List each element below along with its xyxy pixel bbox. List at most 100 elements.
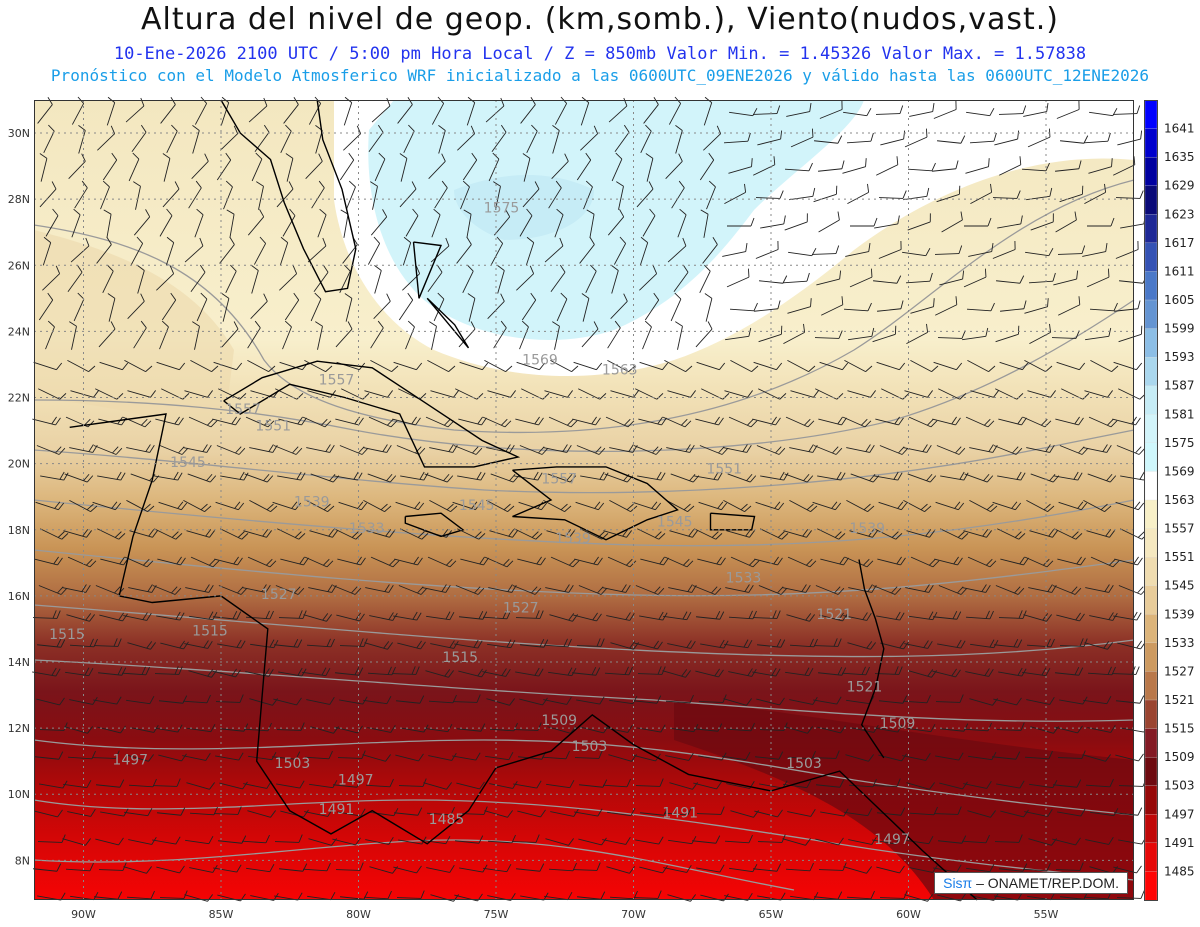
wind-barb	[1083, 132, 1111, 144]
wind-barb	[614, 124, 630, 152]
coastline	[412, 241, 443, 299]
wind-barb	[817, 471, 846, 481]
contour-label: 1503	[786, 756, 822, 772]
wind-barb	[393, 611, 422, 621]
legend-level-label: 1491	[1164, 836, 1195, 850]
wind-barb	[370, 320, 384, 349]
wind-barb	[878, 190, 907, 199]
wind-barb	[875, 105, 904, 115]
wind-barb	[813, 445, 843, 455]
wind-barb	[940, 471, 969, 481]
wind-barb	[247, 359, 276, 373]
wind-barb	[935, 296, 958, 316]
legend-level-label: 1617	[1164, 236, 1195, 250]
wind-barb	[1116, 445, 1146, 455]
wind-barb	[1025, 247, 1054, 257]
wind-barb	[70, 237, 90, 263]
contour-label: 1569	[522, 352, 558, 368]
wind-barb	[969, 499, 998, 513]
wind-barb	[634, 640, 663, 650]
wind-barb	[704, 293, 713, 322]
wind-barb	[190, 556, 220, 568]
wind-barb	[703, 96, 713, 126]
wind-barb	[1112, 105, 1141, 115]
wind-barb	[755, 751, 784, 760]
wind-barb	[550, 556, 580, 568]
wind-barb	[785, 862, 814, 872]
wind-barb	[722, 242, 748, 257]
wind-barb	[427, 556, 457, 568]
wind-barb	[74, 180, 88, 209]
wind-barb	[756, 697, 785, 706]
wind-barb	[1057, 808, 1086, 817]
wind-barb	[696, 864, 725, 873]
wind-barb	[460, 556, 489, 566]
legend-swatch	[1144, 100, 1158, 130]
wind-barb	[665, 694, 694, 704]
wind-barb	[697, 556, 726, 566]
legend-level-label: 1539	[1164, 607, 1195, 621]
wind-barb	[998, 105, 1027, 115]
wind-barb	[98, 321, 116, 348]
contour-label: 1545	[459, 498, 495, 514]
contour-label: 1563	[602, 362, 638, 378]
legend-level-label: 1575	[1164, 436, 1195, 450]
contour-label: 1557	[541, 471, 577, 487]
wind-barb	[1113, 156, 1136, 176]
wind-barb	[159, 320, 169, 350]
wind-barb	[970, 390, 999, 398]
wind-barb	[184, 894, 213, 902]
wind-barb	[996, 780, 1025, 789]
legend-frame	[1144, 100, 1158, 901]
wind-barb	[335, 321, 353, 348]
wind-barb	[1000, 809, 1029, 818]
wind-barb	[695, 668, 724, 678]
wind-barb	[394, 807, 423, 816]
wind-barb	[818, 862, 847, 871]
wind-barb	[936, 185, 961, 203]
wind-barb	[966, 863, 995, 873]
wind-barb	[1029, 529, 1058, 538]
wind-barb	[695, 321, 713, 348]
wind-barb	[279, 265, 298, 291]
wind-barb	[760, 471, 789, 481]
wind-barb	[188, 416, 218, 428]
wind-barb	[902, 753, 931, 761]
wind-barb	[554, 208, 564, 238]
wind-barb	[486, 499, 515, 513]
wind-barb	[726, 268, 750, 288]
wind-barb	[1059, 638, 1088, 647]
wind-barb	[811, 750, 840, 759]
wind-barb	[42, 236, 52, 266]
wind-barb	[219, 237, 235, 264]
wind-barb	[302, 667, 331, 677]
wind-barb	[368, 416, 398, 428]
credit-box: Sisπ – ONAMET/REP.DOM.	[934, 872, 1128, 894]
wind-barb	[456, 781, 485, 790]
wind-barb	[1000, 300, 1027, 312]
wind-barb	[45, 320, 55, 350]
wind-barb	[1057, 245, 1086, 255]
wind-barb	[640, 556, 669, 566]
wind-barb	[273, 445, 303, 455]
wind-barb	[815, 585, 845, 595]
wind-barb	[992, 501, 1022, 511]
wind-barb	[96, 779, 125, 788]
contour-label: 1509	[880, 716, 916, 732]
contour-label: 1527	[503, 600, 539, 616]
wind-barb	[845, 242, 871, 257]
credit-text: – ONAMET/REP.DOM.	[972, 875, 1119, 891]
wind-barb	[98, 666, 127, 676]
wind-barb	[575, 501, 605, 511]
wind-barb	[821, 296, 844, 316]
wind-barb	[340, 209, 349, 238]
wind-barb	[813, 696, 842, 705]
wind-barb	[463, 209, 472, 238]
wind-barb	[245, 668, 274, 677]
wind-barb	[586, 209, 595, 238]
wind-barb	[816, 779, 845, 788]
wind-barb	[400, 471, 429, 481]
wind-barb	[876, 156, 899, 176]
wind-barb	[309, 779, 338, 789]
wind-barb	[1117, 130, 1143, 146]
